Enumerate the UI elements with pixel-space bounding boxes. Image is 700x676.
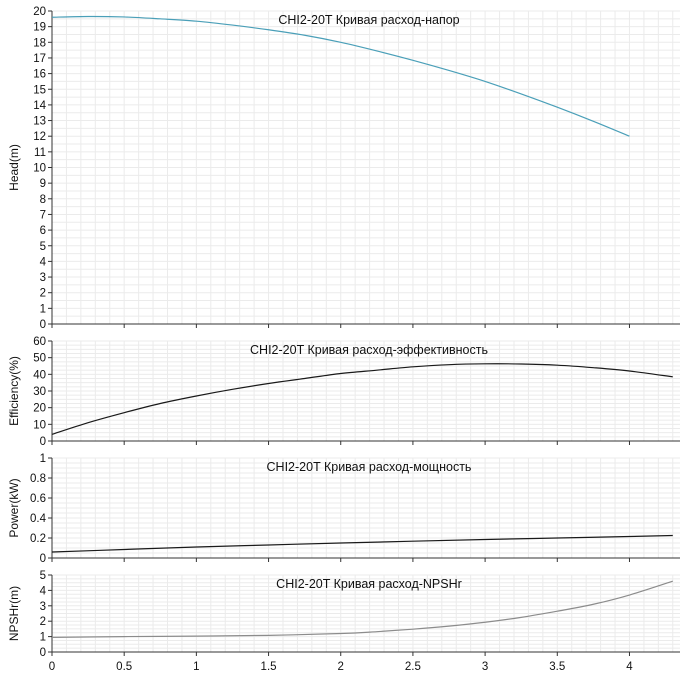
x-tick-label: 2.5: [405, 661, 421, 673]
grid: [51, 10, 680, 325]
series-line-1: [51, 580, 673, 638]
y-tick-label: 1: [40, 303, 46, 315]
y-tick-label: 50: [33, 353, 46, 365]
y-tick-label: 40: [33, 369, 46, 381]
chart-panel-1: 01234567891011121314151617181920Head(m)C…: [7, 6, 680, 331]
y-tick-label: 9: [40, 178, 46, 190]
y-axis-title: NPSHr(m): [7, 586, 21, 641]
y-tick-label: 2: [40, 616, 46, 628]
y-tick-label: 12: [33, 131, 46, 143]
y-tick-label: 3: [40, 272, 46, 284]
y-tick-label: 0.6: [30, 493, 46, 505]
y-tick-label: 0: [40, 553, 46, 565]
x-tick-label: 1.5: [261, 661, 277, 673]
y-tick-label: 14: [33, 100, 46, 112]
y-tick-label: 19: [33, 22, 46, 34]
x-tick-label: 4: [626, 661, 633, 673]
y-tick-label: 18: [33, 37, 46, 49]
y-tick-label: 13: [33, 116, 46, 128]
y-tick-label: 60: [33, 336, 46, 348]
y-tick-label: 20: [33, 403, 46, 415]
chart-title: CHI2-20T Кривая расход-NPSHr: [276, 577, 462, 591]
y-tick-label: 1: [40, 453, 46, 465]
chart-title: CHI2-20T Кривая расход-мощность: [267, 460, 472, 474]
y-tick-label: 0.4: [30, 513, 47, 525]
y-tick-label: 4: [40, 585, 47, 597]
y-tick-label: 8: [40, 194, 46, 206]
grid: [51, 340, 680, 442]
y-tick-label: 0: [40, 647, 46, 659]
y-axis-title: Head(m): [7, 144, 21, 191]
series-line-1: [51, 15, 630, 137]
chart-panel-3: 0 0.2 0.4 0.6 0.8 1 Power(kW) CHI2-20T Кривая р…: [7, 453, 680, 565]
x-tick-label: 0: [49, 661, 55, 673]
y-tick-label: 16: [33, 69, 46, 81]
y-tick-label: 0: [40, 436, 46, 448]
y-tick-label: 4: [40, 256, 47, 268]
y-tick-label: 30: [33, 386, 46, 398]
y-tick-label: 11: [34, 147, 46, 159]
y-tick-label: 0.2: [30, 533, 46, 545]
y-tick-label: 5: [40, 570, 46, 582]
y-tick-label: 10: [33, 419, 46, 431]
x-tick-label: 3: [482, 661, 488, 673]
y-axis-title: Efficiency(%): [7, 356, 21, 426]
y-tick-label: 0.8: [30, 473, 46, 485]
y-tick-label: 1: [40, 632, 46, 644]
y-axis-title: Power(kW): [7, 478, 21, 537]
y-tick-label: 17: [33, 53, 46, 65]
series-line-1: [51, 363, 673, 435]
y-tick-label: 6: [40, 225, 46, 237]
y-tick-label: 7: [40, 209, 46, 221]
y-tick-label: 2: [40, 288, 46, 300]
chart-panel-2: 0 10 20 30 40 50 60 Efficiency(%) CHI2-20T Крива…: [7, 336, 680, 448]
x-tick-label: 2: [338, 661, 344, 673]
chart-title: CHI2-20T Кривая расход-эффективность: [250, 343, 488, 357]
y-tick-label: 0: [40, 319, 46, 331]
y-tick-label: 20: [33, 6, 46, 18]
series-line-1: [51, 534, 673, 553]
y-tick-label: 10: [33, 163, 46, 175]
y-tick-label: 15: [33, 84, 46, 96]
chart-title: CHI2-20T Кривая расход-напор: [278, 13, 459, 27]
chart-panel-4: 0 1 2 3 4 5 0 0.5 1 1.5 2 2.5 3 3.5 4 NPSHr(m) CHI2-20T …: [7, 570, 680, 673]
x-tick-label: 0.5: [116, 661, 132, 673]
y-tick-label: 5: [40, 241, 46, 253]
x-tick-label: 3.5: [549, 661, 565, 673]
y-tick-label: 3: [40, 601, 46, 613]
x-tick-label: 1: [193, 661, 199, 673]
